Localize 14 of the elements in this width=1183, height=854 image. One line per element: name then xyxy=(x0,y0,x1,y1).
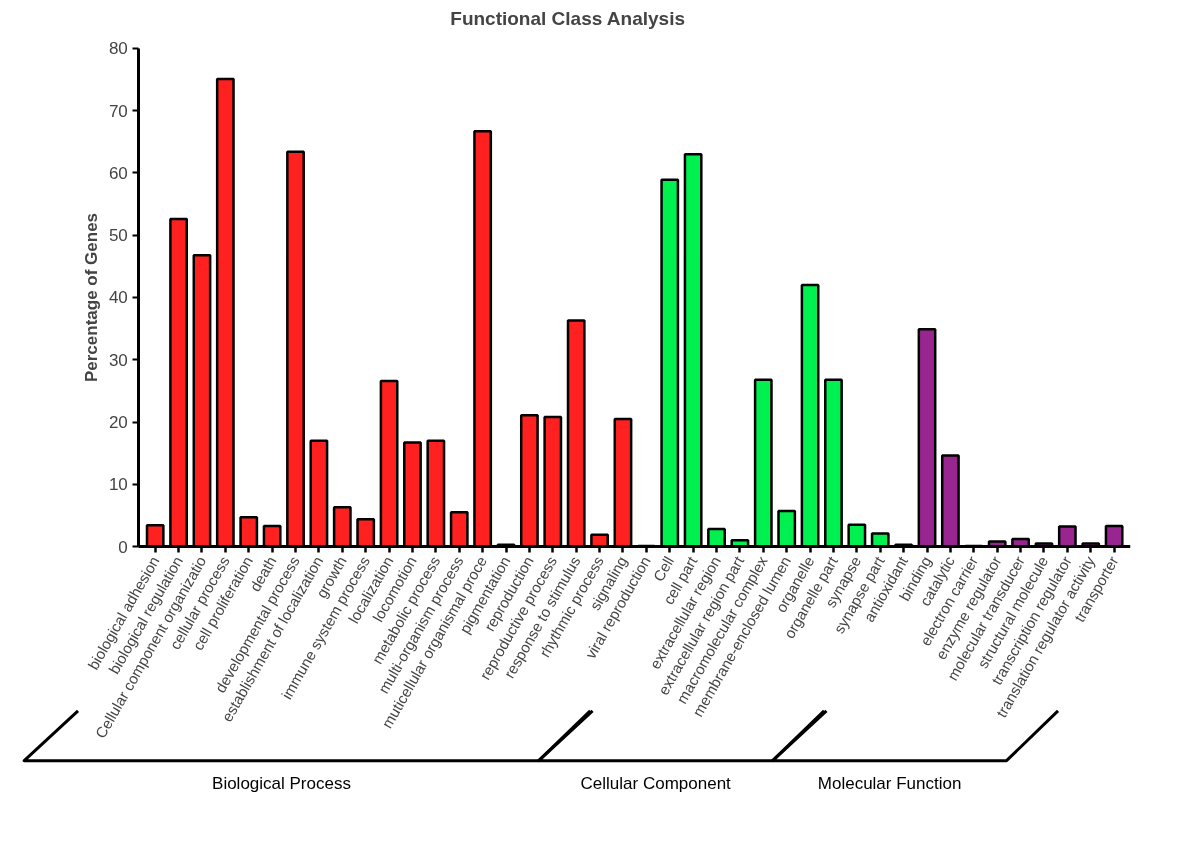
text: Molecular Function xyxy=(817,773,962,793)
y-tick-label: 40 xyxy=(108,288,128,308)
chart-title: Functional Class Analysis xyxy=(450,7,686,29)
y-tick-label: 60 xyxy=(108,163,128,183)
y-axis-title: Percentage of Genes xyxy=(81,212,101,383)
y-tick-label: 20 xyxy=(108,413,128,432)
text: Biological Process xyxy=(212,773,351,793)
y-tick-label: 0 xyxy=(118,537,128,557)
y-tick-label: 70 xyxy=(108,101,128,121)
y-tick-label: 50 xyxy=(108,226,128,246)
y-tick-label: 30 xyxy=(108,350,128,370)
text: Cellular Component xyxy=(580,773,732,793)
y-tick-label: 10 xyxy=(108,475,128,495)
y-tick-label: 80 xyxy=(108,39,128,59)
